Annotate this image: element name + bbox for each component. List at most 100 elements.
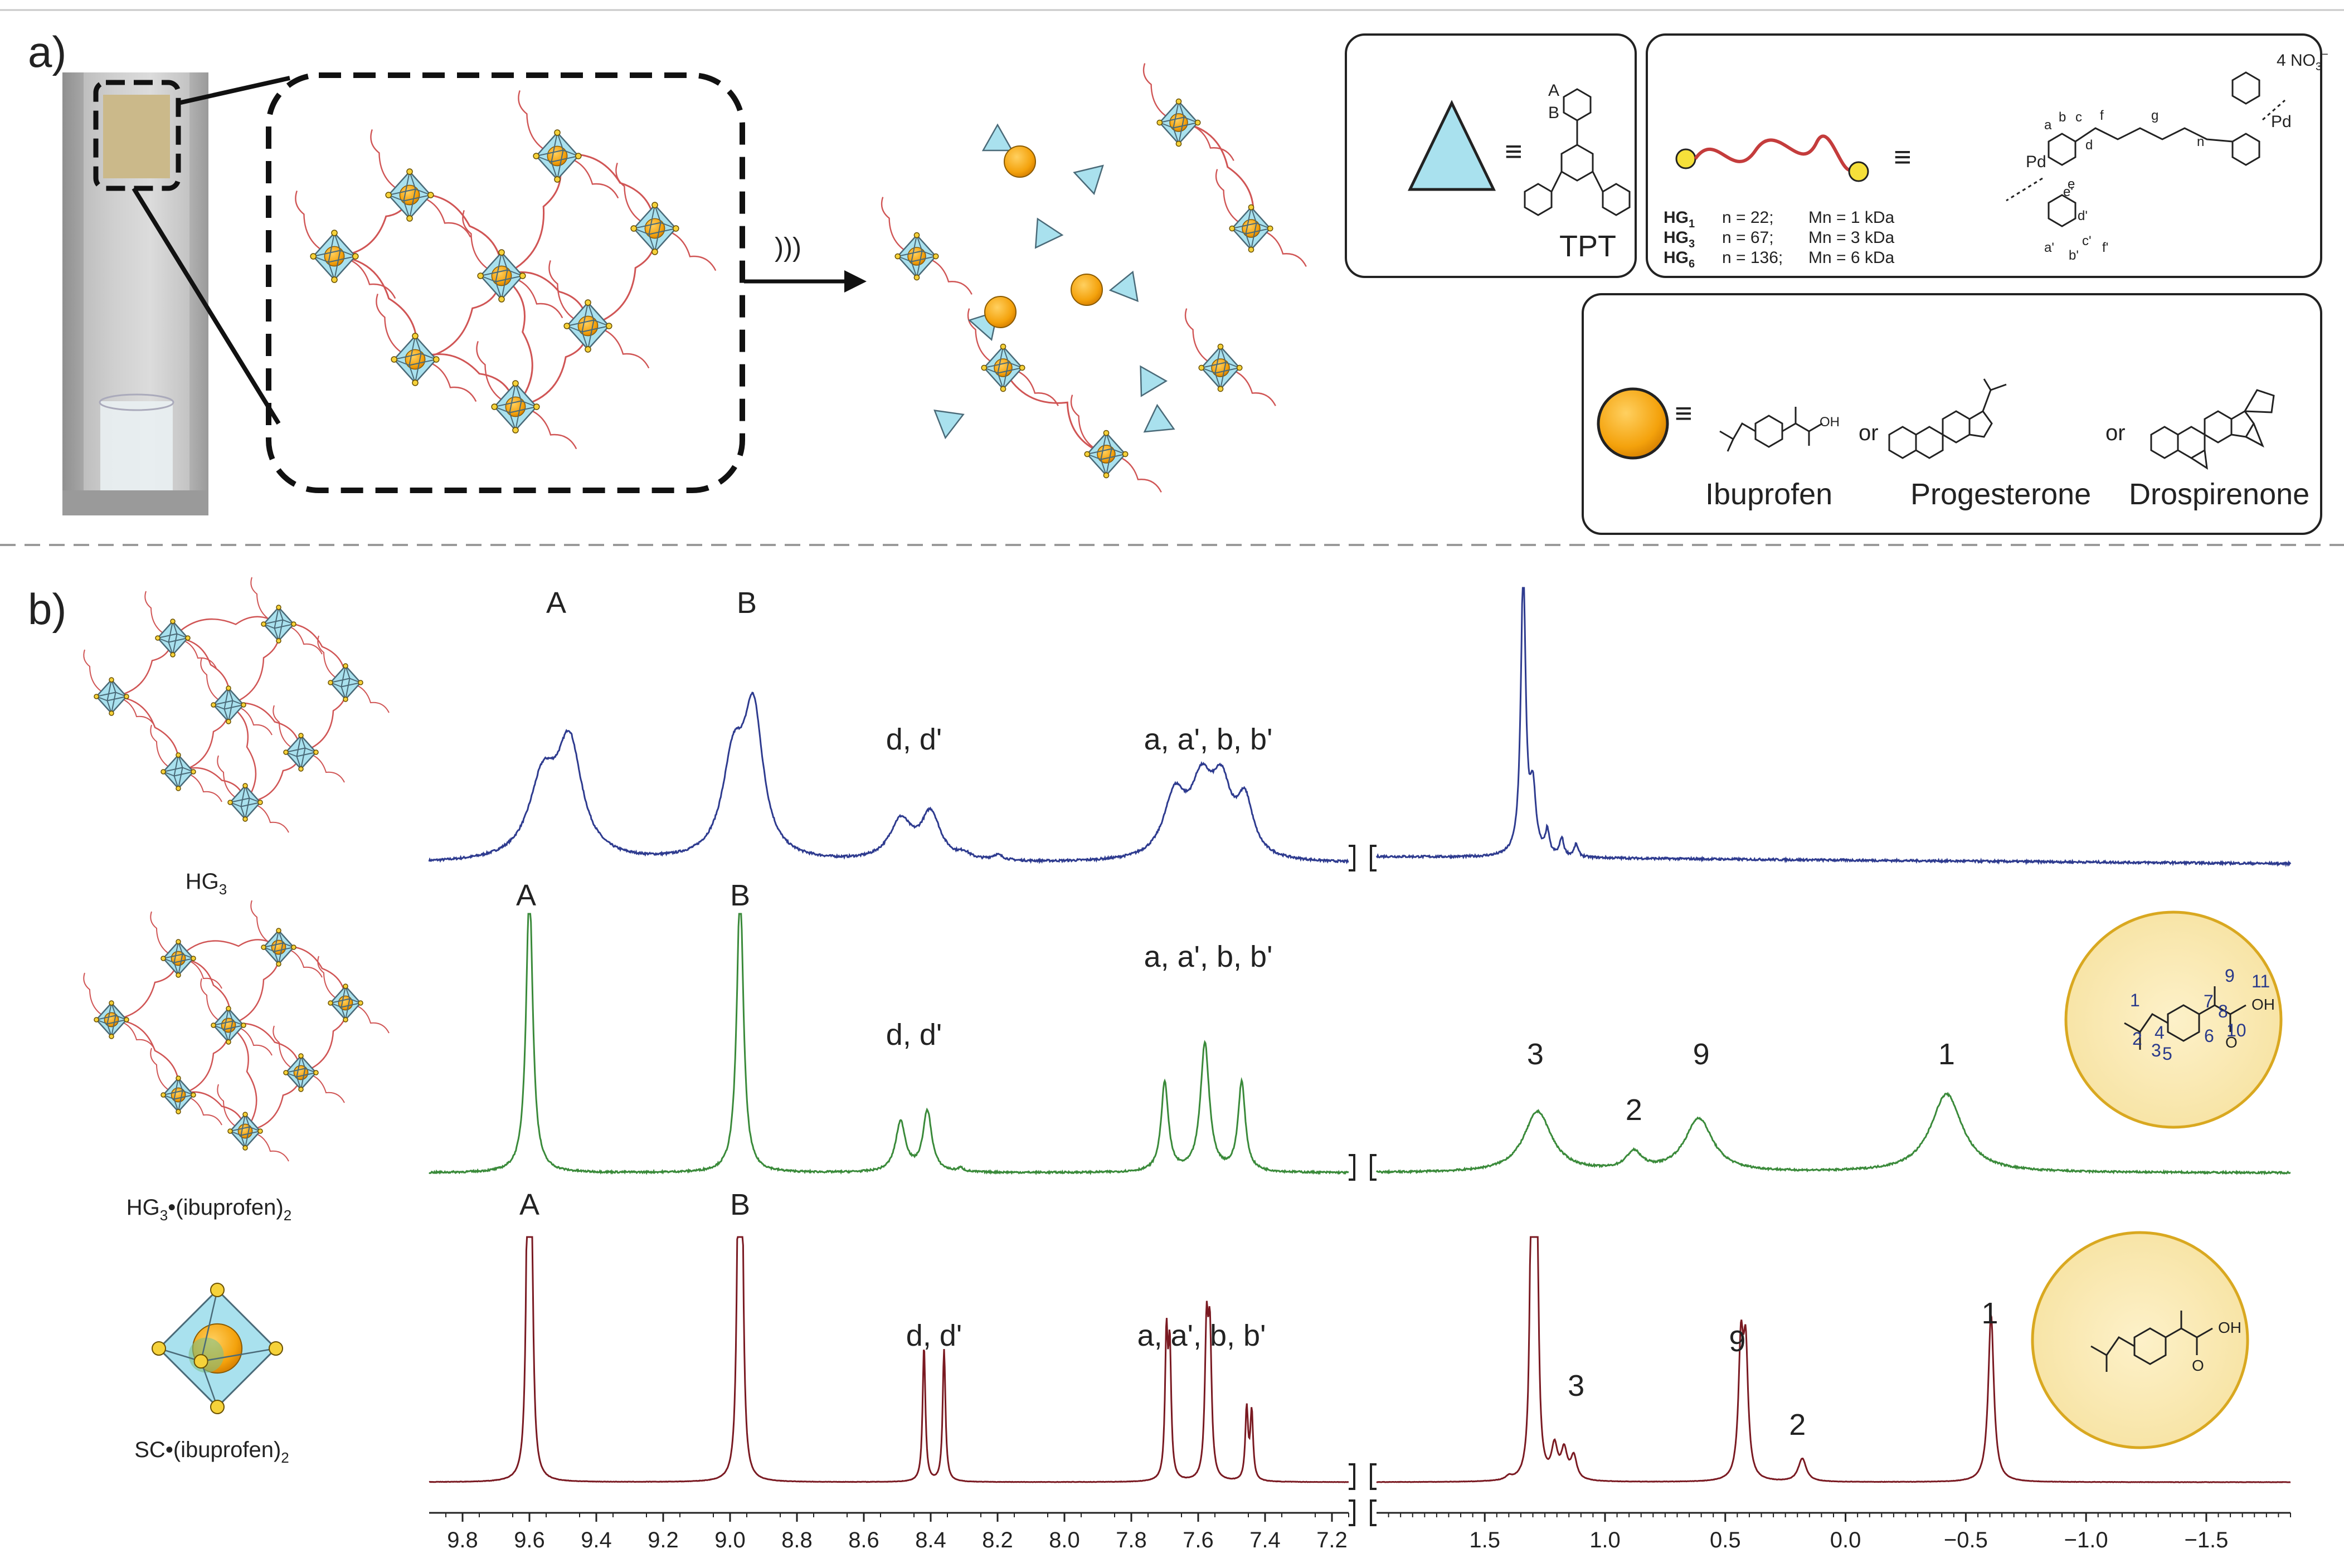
- free-ligand-icon: [1034, 217, 1064, 249]
- ibu-plain-oh: OH: [2218, 1319, 2241, 1336]
- hg-proton-a-prime: a': [2044, 240, 2054, 255]
- hg-counterion: 4 NO3−: [2277, 48, 2328, 73]
- polymer-strand: [587, 228, 656, 327]
- polymer-strand: [111, 695, 180, 772]
- polymer-strand: [172, 616, 279, 639]
- vial-photo: [62, 72, 208, 515]
- tick-label-0-0: 9.8: [447, 1528, 478, 1552]
- cage-icon: [328, 983, 363, 1022]
- ultrasound-icon: ))): [775, 233, 801, 262]
- legend-guests: ≡ OH Ibuprofen or Progesterone or Drospi…: [1582, 293, 2322, 535]
- cage-icon: [155, 619, 191, 658]
- free-guest-icon: [984, 296, 1017, 328]
- tick-label-0-7: 8.4: [915, 1528, 946, 1552]
- hg-variant-n-1: n = 67;: [1722, 228, 1774, 247]
- tick-label-1-2: 0.5: [1710, 1528, 1741, 1552]
- polymer-strand: [415, 275, 503, 361]
- peak-label-0-2: d, d': [886, 723, 942, 756]
- sample-hg3-ibuprofen-label: HG3•(ibuprofen)2: [127, 1195, 291, 1224]
- free-guest-icon: [1071, 274, 1103, 306]
- tick-label-1-4: −0.5: [1944, 1528, 1988, 1552]
- axis-break-icon: [1370, 845, 1377, 871]
- cage-icon: [94, 1000, 129, 1039]
- ibu-num-9: 9: [2225, 966, 2235, 986]
- ibu-num-5: 5: [2162, 1044, 2172, 1064]
- free-ligand-icon: [981, 123, 1014, 152]
- hg-variant-mn-0: Mn = 1 kDa: [1808, 208, 1895, 227]
- sample-hg3-label: HG3: [186, 869, 227, 898]
- drospirenone-structure: [2150, 389, 2275, 470]
- polymer-strand: [278, 946, 347, 1004]
- cage-icon: [261, 928, 296, 967]
- cage-icon: [161, 939, 196, 978]
- sample-hg3-ibuprofen-network: [83, 900, 390, 1162]
- pd-node-icon: [152, 1341, 166, 1356]
- tick-label-0-8: 8.2: [982, 1528, 1013, 1552]
- peak-label-2-2: d, d': [906, 1319, 962, 1352]
- hg-variant-1: HG3: [1664, 228, 1695, 250]
- sample-sc-ibuprofen-cage: [152, 1283, 283, 1414]
- cage-icon: [161, 1075, 196, 1114]
- cage-icon: [310, 230, 359, 283]
- tick-label-0-12: 7.4: [1249, 1528, 1281, 1552]
- ibu-num-10: 10: [2226, 1020, 2246, 1040]
- cage-icon: [227, 1112, 263, 1151]
- free-ligand-icon: [933, 410, 965, 440]
- cage-icon: [533, 129, 582, 183]
- guest-drospirenone: Drospirenone: [2129, 478, 2309, 511]
- ibu-num-o: O: [2225, 1034, 2238, 1051]
- pd-end-icon-2: [1848, 161, 1869, 182]
- peak-label-2-3: a, a', b, b': [1137, 1319, 1266, 1352]
- tick-label-1-3: 0.0: [1830, 1528, 1861, 1552]
- ppm-axis: 9.8 9.6 9.4 9.2 9.0 8.8 8.6 8.4 8.2 8.0 7.8 7.6 7.4 7…: [429, 1499, 2291, 1552]
- hg-variant-n-0: n = 22;: [1722, 208, 1774, 227]
- ibu-num-11: 11: [2251, 971, 2270, 991]
- hg-pd-left: Pd: [2026, 153, 2046, 171]
- sample-hg3-network: [83, 577, 390, 833]
- hg-structure: [2006, 71, 2285, 227]
- triangle-icon: [1408, 100, 1496, 191]
- polymer-strand: [228, 947, 280, 1026]
- free-ligand-icon: [1143, 403, 1175, 433]
- guest-sphere-icon: [1597, 387, 1669, 460]
- tpt-equiv: ≡: [1505, 135, 1523, 168]
- axis-break-icon: [1349, 1499, 1377, 1526]
- ibu-num-1: 1: [2130, 990, 2140, 1010]
- peak-label-2-0: A: [519, 1188, 539, 1221]
- hg-pd-right: Pd: [2271, 113, 2292, 131]
- hg-equiv: ≡: [1894, 140, 1912, 174]
- polymer-strand: [557, 153, 656, 229]
- ibu-num-oh: OH: [2251, 996, 2275, 1013]
- tick-label-0-3: 9.2: [648, 1528, 679, 1552]
- guest-or-2: or: [2105, 421, 2126, 445]
- cage-icon: [283, 1053, 319, 1092]
- hg-proton-b-prime: b': [2069, 248, 2079, 263]
- spectrum-trace-0-1: [1375, 587, 2292, 868]
- cage-icon: [385, 168, 434, 222]
- peak-label-2-1: B: [730, 1188, 750, 1221]
- cage-icon: [227, 783, 263, 822]
- polymer-strand: [278, 622, 347, 683]
- hg-proton-a: a: [2044, 118, 2052, 133]
- polymer-strand: [501, 275, 533, 407]
- cage-icon: [894, 232, 939, 281]
- ibu-num-7: 7: [2204, 991, 2214, 1011]
- hg-proton-d-prime: d': [2078, 208, 2088, 223]
- peak-label-1-4: 3: [1527, 1038, 1544, 1071]
- zoom-line-top: [178, 76, 290, 105]
- guest-ibuprofen: Ibuprofen: [1705, 478, 1832, 511]
- progesterone-structure: [1888, 378, 2007, 459]
- tick-label-0-5: 8.8: [781, 1528, 813, 1552]
- axis-break-icon: [1370, 1154, 1377, 1181]
- hg-proton-labels: ab cd e f g a' b'c' d' e' f': [2044, 108, 2158, 263]
- polymer-strand: [228, 704, 257, 803]
- polymer-strand: [1002, 367, 1107, 455]
- free-ligand-icon: [1073, 164, 1104, 196]
- ibu-num-3: 3: [2151, 1040, 2161, 1060]
- guest-or-1: or: [1859, 421, 1879, 445]
- tick-label-0-9: 8.0: [1049, 1528, 1080, 1552]
- hg-proton-c-prime: c': [2082, 233, 2092, 249]
- cage-icon: [1198, 343, 1243, 392]
